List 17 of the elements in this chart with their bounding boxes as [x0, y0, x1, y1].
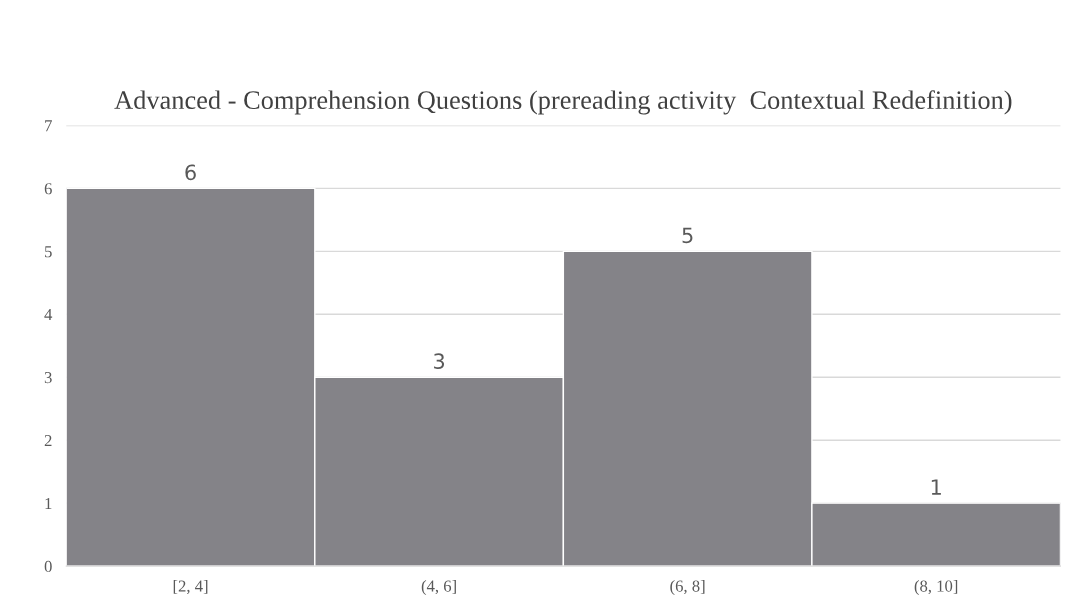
y-tick-label: 5 — [45, 246, 52, 258]
y-tick-label: 7 — [45, 120, 52, 132]
x-tick-label: (4, 6] — [421, 579, 456, 596]
y-tick-label: 1 — [45, 497, 52, 509]
data-label: 5 — [682, 227, 693, 244]
y-tick-label: 4 — [44, 309, 53, 321]
y-tick-label: 2 — [44, 434, 52, 446]
chart-title: Advanced - Comprehension Questions (prereading activity Contextual Redefinition) — [114, 90, 1012, 115]
x-tick-label: (8, 10] — [914, 579, 958, 596]
data-label: 6 — [185, 164, 196, 181]
x-tick-label: (6, 8] — [670, 579, 705, 596]
y-tick-label: 3 — [44, 372, 52, 384]
data-label: 1 — [931, 479, 941, 495]
x-tick-label: [2, 4] — [173, 579, 208, 595]
y-tick-label: 6 — [44, 183, 52, 195]
y-tick-label: 0 — [44, 560, 52, 573]
data-label: 3 — [434, 353, 445, 370]
